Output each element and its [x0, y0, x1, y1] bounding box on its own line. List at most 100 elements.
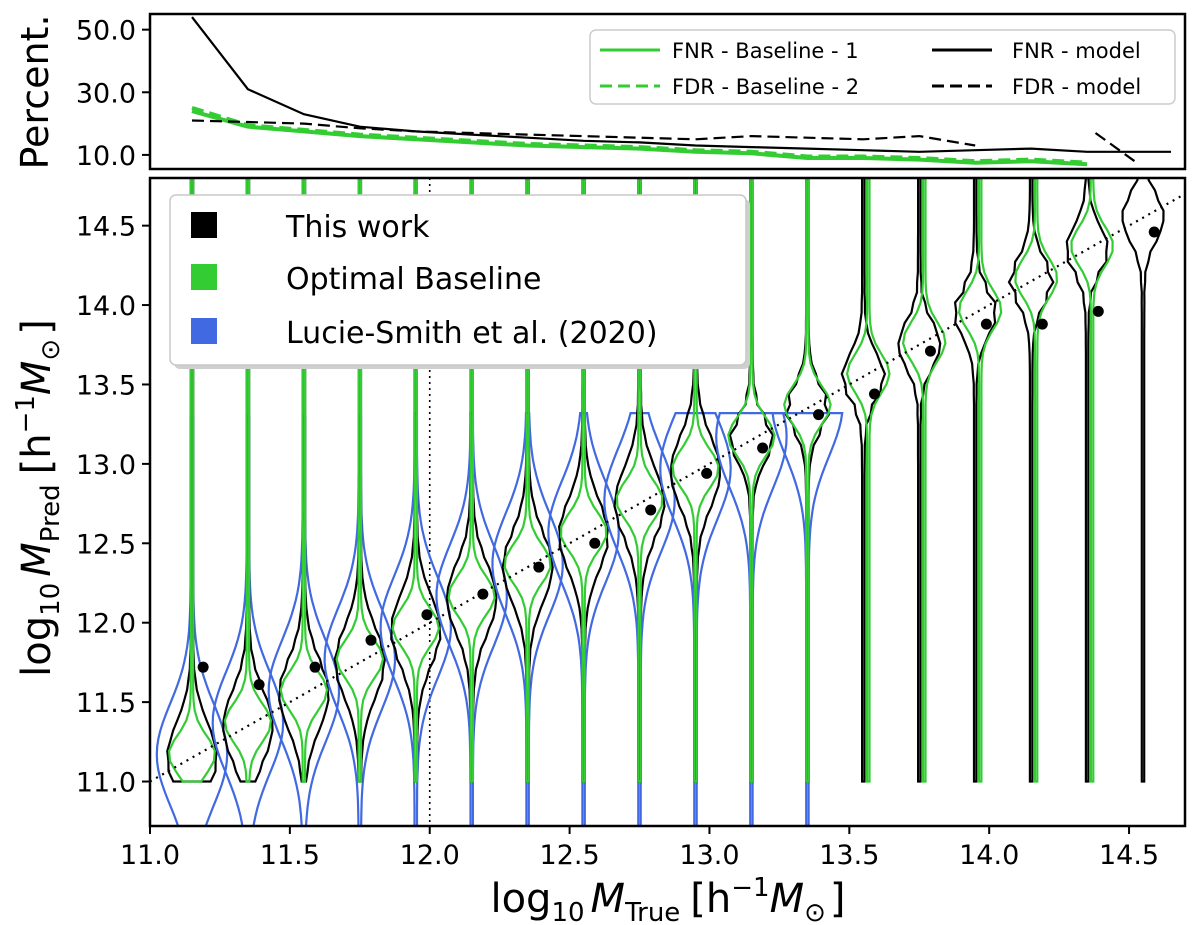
violin-this-work — [1065, 178, 1109, 783]
legend-marker-this-work — [191, 212, 217, 238]
legend-label-fdr-model: FDR - model — [1012, 75, 1141, 99]
legend-label-fnr-model: FNR - model — [1012, 39, 1141, 63]
violin-optimal-baseline — [1014, 178, 1059, 783]
violin-lucie-smith — [379, 412, 453, 826]
y-tick-label: 11.5 — [76, 688, 136, 719]
y-tick-label: 12.5 — [76, 529, 136, 560]
xlabel-m: M — [591, 876, 626, 922]
legend-label-this-work: This work — [285, 210, 430, 245]
ylabel-m-sub: Pred — [36, 484, 66, 542]
top-plot-frame — [148, 12, 1187, 171]
xlabel-log: log — [490, 876, 551, 922]
top-panel: 10.0 30.0 50.0 Percent. FNR - Baseline - 1… — [13, 12, 1187, 172]
top-y-tick-label: 30.0 — [76, 78, 136, 109]
violin-this-work — [897, 178, 942, 783]
median-point — [869, 388, 880, 400]
top-y-ticks: 10.0 30.0 50.0 — [76, 16, 150, 172]
violin-lucie-smith — [323, 415, 397, 826]
xlabel-log-sub: 10 — [551, 898, 584, 925]
violin-lucie-smith — [211, 415, 285, 826]
violin-this-work — [953, 178, 997, 783]
ylabel-unit-sup: −1 — [11, 395, 41, 433]
bottom-panel: 11.0 11.5 12.0 12.5 13.0 13.5 14.0 14.5 11.0 11.5… — [11, 176, 1187, 925]
top-legend: FNR - Baseline - 1 FDR - Baseline - 2 FN… — [589, 29, 1176, 105]
violin-this-work — [840, 178, 887, 783]
violin-optimal-baseline — [223, 178, 273, 783]
x-tick-label: 11.0 — [120, 840, 180, 871]
xlabel-unit-odot: ⊙ — [804, 898, 826, 925]
median-point — [1036, 318, 1048, 330]
legend-label-lucie-smith: Lucie-Smith et al. (2020) — [286, 316, 658, 351]
violin-this-work — [613, 178, 666, 783]
median-point — [1148, 226, 1160, 238]
median-point — [253, 679, 265, 691]
ylabel-unit-m: M — [14, 361, 60, 396]
violin-optimal-baseline — [727, 178, 776, 783]
median-point — [477, 588, 489, 600]
median-point — [1092, 305, 1104, 317]
median-point — [645, 504, 657, 516]
violin-this-work — [557, 178, 610, 783]
ylabel-unit-open: [h — [14, 433, 60, 474]
median-point — [813, 409, 825, 421]
violin-this-work — [445, 178, 498, 783]
violin-lucie-smith — [267, 415, 341, 826]
violin-lucie-smith — [659, 412, 732, 826]
top-series-line-2 — [191, 16, 1171, 153]
violin-lucie-smith — [603, 412, 676, 826]
legend-marker-optimal-baseline — [191, 264, 217, 290]
bottom-x-axis-label: log10 MTrue [h−1M⊙] — [490, 873, 845, 925]
median-point — [924, 345, 936, 357]
x-tick-label: 13.5 — [819, 840, 879, 871]
legend-marker-lucie-smith — [191, 318, 217, 344]
violin-lucie-smith — [491, 412, 564, 826]
xlabel-unit-close: ] — [830, 876, 846, 922]
violin-optimal-baseline — [783, 178, 832, 783]
bottom-y-axis-label: log10MPred[h−1M⊙] — [11, 319, 66, 677]
legend-label-fnr-baseline: FNR - Baseline - 1 — [672, 39, 859, 63]
violin-lucie-smith — [547, 412, 620, 826]
svg-text:log10MPred[h−1M⊙]: log10MPred[h−1M⊙] — [11, 319, 66, 677]
violin-optimal-baseline — [391, 178, 441, 783]
ylabel-log-sub: 10 — [36, 583, 66, 616]
median-point — [701, 467, 713, 479]
violin-optimal-baseline — [615, 178, 664, 783]
bottom-legend-box — [169, 194, 747, 366]
bottom-axis-ticks: 11.0 11.5 12.0 12.5 13.0 13.5 14.0 14.5 11.0 11.5… — [76, 212, 1159, 871]
violin-this-work — [390, 178, 442, 783]
top-series-lines — [191, 16, 1171, 167]
x-tick-label: 12.5 — [540, 840, 600, 871]
median-point — [757, 442, 769, 454]
y-tick-label: 14.0 — [76, 291, 136, 322]
violin-optimal-baseline — [335, 178, 385, 783]
xlabel-m-sub: True — [624, 898, 680, 925]
violin-optimal-baseline — [901, 178, 947, 783]
x-tick-label: 14.0 — [959, 840, 1019, 871]
ylabel-log: log — [14, 616, 60, 677]
median-point — [197, 661, 209, 673]
median-point — [421, 609, 433, 621]
median-point — [309, 661, 321, 673]
top-legend-box — [589, 29, 1176, 105]
violin-optimal-baseline — [958, 178, 1003, 783]
legend-label-fdr-baseline: FDR - Baseline - 2 — [672, 75, 859, 99]
y-tick-label: 14.5 — [76, 212, 136, 243]
x-tick-label: 11.5 — [260, 840, 320, 871]
y-tick-label: 11.0 — [76, 768, 136, 799]
ylabel-m: M — [14, 542, 60, 577]
xlabel-unit-open: [h — [690, 876, 731, 922]
top-y-tick-label: 50.0 — [76, 16, 136, 47]
top-y-tick-label: 10.0 — [76, 141, 136, 172]
violin-lucie-smith — [771, 412, 844, 826]
top-y-axis-label: Percent. — [13, 14, 57, 169]
violin-this-work — [333, 178, 387, 783]
violin-optimal-baseline — [503, 178, 552, 783]
this-work-medians — [197, 226, 1160, 691]
legend-label-optimal-baseline: Optimal Baseline — [286, 262, 541, 297]
violin-optimal-baseline — [279, 178, 329, 783]
violin-optimal-baseline — [447, 178, 496, 783]
violin-lucie-smith — [435, 412, 508, 826]
violin-optimal-baseline — [559, 178, 608, 783]
xlabel-unit-sup: −1 — [731, 873, 769, 903]
